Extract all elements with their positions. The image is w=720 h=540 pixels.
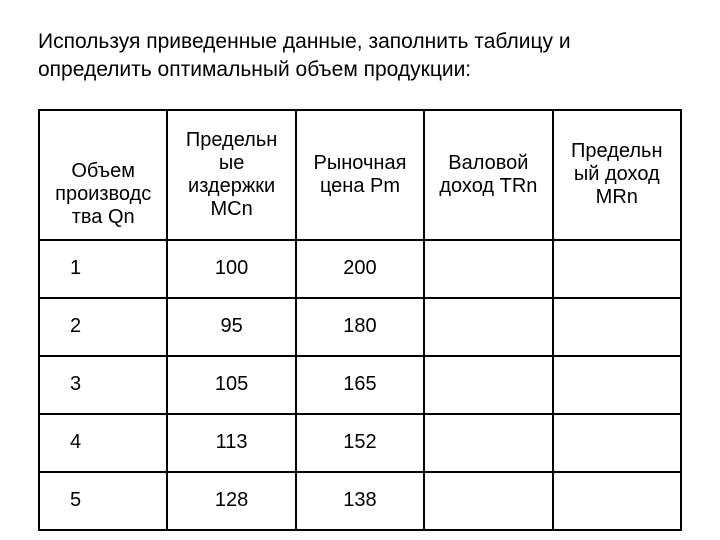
cell-trn bbox=[424, 472, 552, 530]
cell-pm: 180 bbox=[296, 298, 424, 356]
page: Используя приведенные данные, заполнить … bbox=[0, 0, 720, 531]
cell-mrn bbox=[553, 298, 681, 356]
col-header-trn: Валовой доход TRn bbox=[424, 110, 552, 240]
cell-mcn: 105 bbox=[167, 356, 295, 414]
col-header-qn: Объем производс тва Qn bbox=[39, 110, 167, 240]
cell-mrn bbox=[553, 472, 681, 530]
cell-trn bbox=[424, 298, 552, 356]
col-header-mcn: Предельн ые издержки MCn bbox=[167, 110, 295, 240]
cell-qn: 2 bbox=[39, 298, 167, 356]
cell-pm: 152 bbox=[296, 414, 424, 472]
cell-pm: 138 bbox=[296, 472, 424, 530]
cell-qn: 3 bbox=[39, 356, 167, 414]
table-row: 4 113 152 bbox=[39, 414, 681, 472]
cell-mcn: 95 bbox=[167, 298, 295, 356]
cell-mcn: 128 bbox=[167, 472, 295, 530]
cell-mcn: 113 bbox=[167, 414, 295, 472]
data-table: Объем производс тва Qn Предельн ые издер… bbox=[38, 109, 682, 531]
table-row: 5 128 138 bbox=[39, 472, 681, 530]
cell-mrn bbox=[553, 240, 681, 298]
cell-pm: 165 bbox=[296, 356, 424, 414]
cell-trn bbox=[424, 356, 552, 414]
cell-mrn bbox=[553, 356, 681, 414]
cell-trn bbox=[424, 240, 552, 298]
cell-mcn: 100 bbox=[167, 240, 295, 298]
col-header-pm: Рыночная цена Pm bbox=[296, 110, 424, 240]
table-row: 1 100 200 bbox=[39, 240, 681, 298]
table-header-row: Объем производс тва Qn Предельн ые издер… bbox=[39, 110, 681, 240]
table-row: 2 95 180 bbox=[39, 298, 681, 356]
cell-mrn bbox=[553, 414, 681, 472]
table-row: 3 105 165 bbox=[39, 356, 681, 414]
cell-trn bbox=[424, 414, 552, 472]
cell-qn: 4 bbox=[39, 414, 167, 472]
cell-pm: 200 bbox=[296, 240, 424, 298]
cell-qn: 5 bbox=[39, 472, 167, 530]
col-header-mrn: Предельн ый доход MRn bbox=[553, 110, 681, 240]
page-title: Используя приведенные данные, заполнить … bbox=[38, 28, 682, 85]
cell-qn: 1 bbox=[39, 240, 167, 298]
